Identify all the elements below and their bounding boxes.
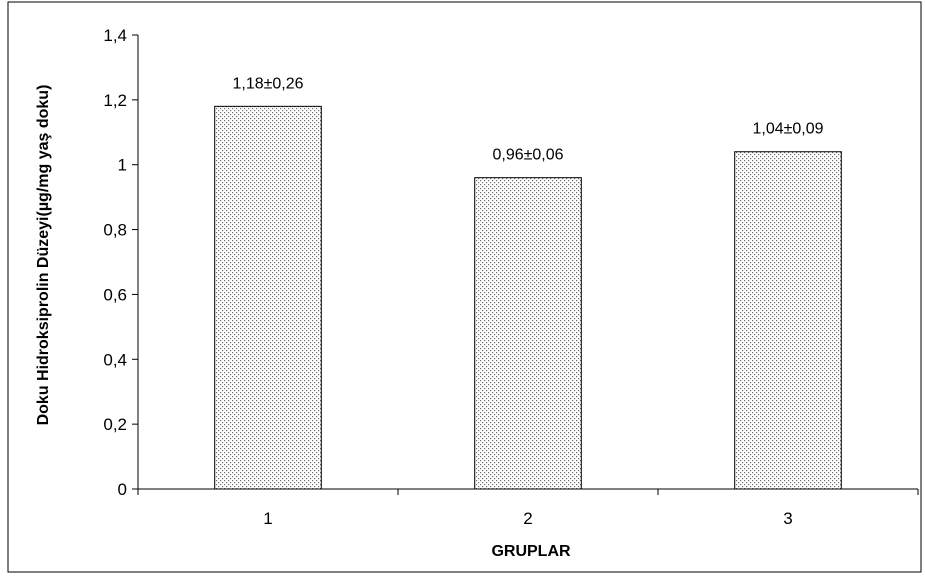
bar-data-label: 1,18±0,26	[232, 75, 303, 92]
x-tick-label: 2	[523, 509, 532, 528]
y-tick-label: 0,4	[103, 350, 127, 369]
y-axis-title: Doku Hidroksiprolin Düzeyi(µg/mg yaş dok…	[35, 85, 52, 426]
bar	[734, 151, 842, 490]
y-tick-label: 0,2	[103, 415, 127, 434]
bar-data-label: 0,96±0,06	[492, 147, 563, 164]
y-tick-label: 1,4	[103, 26, 127, 45]
y-tick-label: 0,6	[103, 285, 127, 304]
x-tick-label: 3	[783, 509, 792, 528]
y-tick-label: 1	[118, 156, 127, 175]
y-tick-label: 0,8	[103, 221, 127, 240]
bar	[474, 177, 582, 490]
x-axis-title: GRUPLAR	[491, 543, 571, 560]
plot-area: 0 0,2 0,4 0,6 0,8 1 1,2 1,4 1,18±0,26 1 0,96±0,06 2…	[103, 26, 919, 528]
y-tick-label: 0	[118, 480, 127, 499]
y-tick-label: 1,2	[103, 91, 127, 110]
bar	[214, 105, 322, 490]
bar-data-label: 1,04±0,09	[752, 121, 823, 138]
x-tick-label: 1	[263, 509, 272, 528]
